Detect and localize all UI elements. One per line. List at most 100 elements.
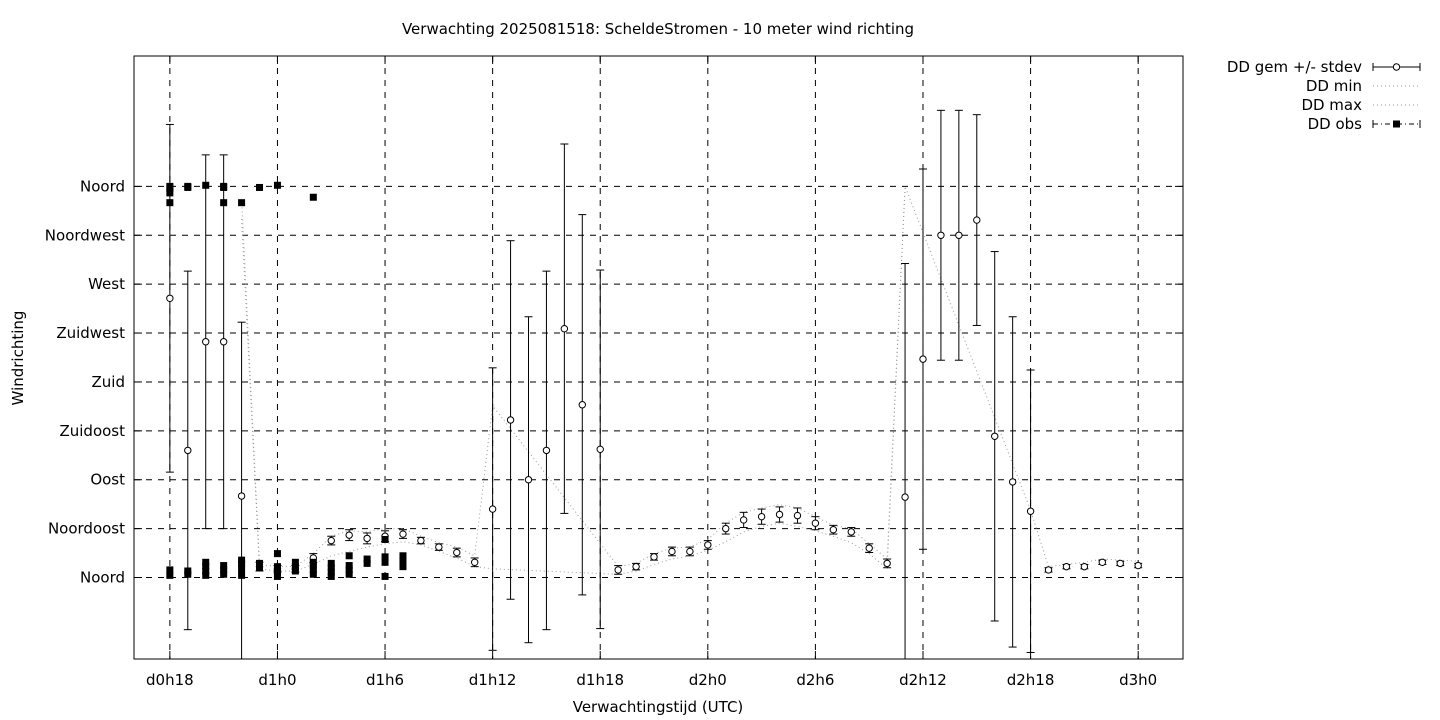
dd-obs-point: [363, 555, 371, 563]
dd-obs-point: [202, 558, 210, 566]
dd-obs-point: [273, 550, 281, 558]
dd-obs-point: [327, 564, 335, 572]
dd-obs-point: [238, 199, 246, 207]
dd-mean-point: [1008, 478, 1017, 486]
dd-obs-point: [327, 559, 335, 567]
dd-mean-point: [542, 446, 551, 455]
x-tick-label: d0h18: [146, 671, 194, 689]
dd-mean-point: [471, 558, 479, 567]
dd-obs-point: [291, 567, 299, 575]
dd-obs-point: [238, 571, 246, 579]
dd-obs-point: [256, 564, 264, 572]
dd-obs-point: [345, 570, 353, 578]
dd-mean-point: [1044, 566, 1053, 574]
dd-obs-point: [202, 567, 210, 575]
y-axis-label: Windrichting: [9, 311, 27, 406]
dd-mean-point: [578, 401, 586, 409]
x-tick-label: d1h6: [366, 671, 404, 689]
dd-obs-point: [309, 562, 317, 570]
dd-obs-point: [381, 535, 389, 543]
dd-mean-point: [901, 493, 909, 501]
dd-mean-point: [1080, 562, 1089, 571]
grid-lines: [134, 56, 1183, 659]
dd-mean-point: [184, 446, 192, 455]
dd-mean-point: [614, 566, 622, 574]
dd-mean-point: [811, 519, 820, 527]
x-tick-label: d1h12: [469, 671, 517, 689]
dd-mean-point: [686, 547, 694, 556]
dd-mean-point: [399, 530, 407, 538]
y-tick-label: West: [88, 275, 125, 293]
dd-obs-point: [327, 568, 335, 576]
dd-obs-point: [184, 183, 192, 191]
dd-mean-point: [955, 231, 963, 239]
dd-mean-point: [991, 432, 999, 440]
dd-obs-point: [220, 570, 228, 578]
dd-mean-point: [435, 543, 443, 551]
dd-obs-point: [291, 563, 299, 571]
dd-obs-point: [202, 571, 210, 579]
y-tick-label: Noord: [80, 177, 125, 195]
plot-frame: [133, 55, 1184, 660]
dd-mean-point: [668, 547, 676, 556]
dd-obs-point: [202, 181, 210, 189]
legend-label: DD min: [1306, 77, 1362, 95]
dd-mean-point: [166, 294, 174, 302]
dd-mean-point: [1062, 562, 1071, 571]
dd-mean-point: [560, 325, 569, 333]
dd-mean-point: [453, 548, 461, 557]
x-tick-label: d2h18: [1007, 671, 1055, 689]
dd-min-series: [241, 186, 906, 575]
dd-obs-point: [381, 558, 389, 566]
dd-mean-point: [1116, 559, 1124, 568]
legend-label: DD obs: [1308, 115, 1363, 133]
dd-obs-point: [381, 553, 389, 561]
dd-mean-point: [775, 510, 784, 519]
dd-mean-point: [865, 544, 873, 552]
y-tick-label: Noord: [80, 569, 125, 587]
dd-obs-point: [345, 566, 353, 574]
dd-mean-point: [524, 476, 533, 484]
dd-obs-point: [399, 552, 407, 560]
dd-obs-point: [273, 563, 281, 571]
dd-obs-point: [309, 566, 317, 574]
x-tick-label: d3h0: [1119, 671, 1157, 689]
dd-mean-point: [237, 492, 246, 500]
dd-obs-point: [363, 559, 371, 567]
dd-obs-point: [291, 558, 299, 566]
dd-obs-point: [309, 570, 317, 578]
dd-mean-point: [363, 534, 371, 543]
dd-mean-point: [327, 536, 335, 545]
y-tick-label: Zuidwest: [56, 324, 125, 342]
dd-min-line: [241, 186, 906, 575]
legend-label: DD max: [1301, 96, 1362, 114]
legend-label: DD gem +/- stdev: [1227, 58, 1362, 76]
dd-mean-point: [722, 524, 730, 533]
y-tick-label: Oost: [90, 471, 125, 489]
dd-mean-point: [1026, 507, 1035, 515]
dd-obs-point: [327, 572, 335, 580]
dd-mean-point: [973, 216, 981, 224]
dd-obs-point: [166, 199, 174, 207]
dd-mean-point: [919, 355, 927, 363]
y-tick-label: Noordoost: [48, 520, 125, 538]
dd-obs-point: [202, 563, 210, 571]
dd-obs-point: [256, 183, 264, 191]
dd-obs-point: [256, 559, 264, 567]
dd-mean-point: [883, 559, 891, 568]
dd-obs-point: [184, 570, 192, 578]
dd-obs-point: [345, 552, 353, 560]
dd-obs-point: [381, 572, 389, 580]
dd-mean-point: [757, 512, 766, 521]
dd-obs-point: [220, 183, 228, 191]
dd-obs-point: [220, 562, 228, 570]
dd-mean-point: [937, 231, 945, 239]
dd-max-line: [241, 186, 1139, 568]
dd-obs-point: [309, 193, 317, 201]
dd-mean-point: [793, 511, 802, 520]
dd-obs-series: [166, 181, 407, 580]
dd-obs-point: [220, 199, 228, 207]
dd-mean-point: [632, 562, 640, 571]
y-tick-label: Zuidoost: [59, 422, 125, 440]
